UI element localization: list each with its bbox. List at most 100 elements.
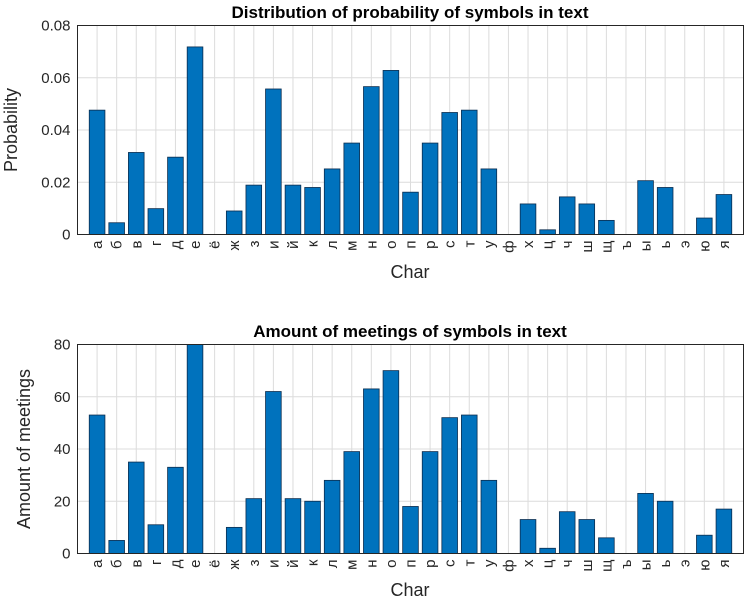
x-tick-label: в [128, 240, 145, 248]
x-tick-label: я [716, 560, 733, 568]
x-tick-label: м [344, 241, 361, 251]
x-tick-label: к [305, 559, 322, 566]
bar-ь [656, 187, 674, 235]
x-tick-label: ф [500, 560, 517, 572]
x-tick-label: ы [638, 560, 655, 571]
x-tick-label: е [187, 241, 204, 249]
x-tick-label: а [89, 240, 106, 249]
x-tick-label: з [246, 559, 263, 566]
bar-ь [656, 500, 674, 554]
x-tick-label: ш [579, 560, 596, 572]
x-axis-label: Char [390, 580, 429, 600]
x-tick-label: с [442, 559, 459, 567]
x-tick-label: з [246, 240, 263, 247]
bar-з [245, 184, 263, 235]
bar-х [519, 519, 537, 554]
y-tick-label: 20 [54, 493, 71, 510]
x-tick-label: у [481, 240, 498, 248]
bar-е [186, 46, 204, 235]
x-tick-label: л [324, 241, 341, 250]
x-tick-label: э [677, 559, 694, 567]
x-tick-label: у [481, 559, 498, 567]
x-tick-label: д [167, 240, 184, 249]
bar-н [363, 86, 380, 235]
x-tick-label: ж [226, 241, 243, 251]
bar-щ [598, 219, 615, 235]
bar-а [88, 414, 106, 554]
bar-м [343, 142, 360, 235]
x-tick-label: ф [500, 241, 517, 253]
x-tick-label: р [422, 241, 439, 249]
y-tick-label: 80 [54, 337, 71, 354]
x-tick-label: и [265, 560, 282, 568]
x-tick-label: г [148, 559, 165, 565]
x-tick-label: ц [540, 240, 557, 249]
x-tick-label: к [305, 240, 322, 247]
y-tick-label: 0 [62, 546, 70, 563]
x-tick-label: ч [559, 241, 576, 249]
x-tick-label: ц [540, 559, 557, 568]
bars [88, 344, 733, 554]
x-tick-label: ш [579, 241, 596, 253]
y-axis-label: Probability [1, 88, 21, 172]
bar-д [167, 466, 184, 554]
bar-м [343, 451, 360, 554]
probability-chart: Distribution of probability of symbols i… [1, 3, 744, 282]
bar-ш [578, 519, 596, 554]
bar-ч [558, 511, 576, 554]
x-tick-label: ю [696, 560, 713, 571]
y-tick-labels: 0 20 40 60 80 [54, 337, 71, 563]
x-tick-label: ь [657, 559, 674, 567]
x-tick-label: ы [638, 241, 655, 252]
x-tick-label: б [109, 560, 126, 569]
x-axis-label: Char [390, 262, 429, 282]
x-tick-label: х [520, 240, 537, 248]
x-tick-label: т [461, 559, 478, 566]
bar-и [265, 391, 282, 554]
bar-н [363, 388, 380, 554]
x-tick-label: ч [559, 560, 576, 568]
bar-ч [558, 196, 576, 235]
bar-ж [225, 210, 243, 235]
bar-п [402, 506, 419, 554]
bar-т [461, 109, 478, 235]
x-tick-label: н [363, 241, 380, 249]
bar-ю [696, 217, 713, 235]
x-tick-label: т [461, 240, 478, 247]
y-tick-label: 0.02 [41, 174, 70, 191]
bar-т [461, 414, 478, 554]
bar-й [284, 498, 302, 554]
chart-title: Amount of meetings of symbols in text [253, 322, 567, 341]
bar-я [715, 194, 733, 235]
bar-к [304, 187, 321, 235]
y-axis-label: Amount of meetings [14, 369, 34, 529]
x-tick-label: п [403, 241, 420, 249]
bar-о [382, 370, 400, 554]
x-tick-label: г [148, 240, 165, 246]
bar-й [284, 184, 302, 235]
bar-з [245, 498, 263, 554]
x-tick-label: л [324, 560, 341, 569]
x-tick-label: п [403, 560, 420, 568]
bar-ш [578, 203, 596, 235]
bars [88, 46, 733, 235]
bar-я [715, 508, 733, 554]
bar-а [88, 109, 106, 235]
meetings-chart: Amount of meetings of symbols in text 0 2… [14, 322, 744, 600]
x-tick-label: ё [207, 560, 224, 568]
bar-ж [225, 526, 243, 554]
bar-р [421, 451, 439, 554]
x-tick-label: б [109, 241, 126, 250]
plot-area [77, 25, 744, 235]
bar-д [167, 156, 184, 235]
y-tick-label: 0 [62, 227, 70, 244]
bar-у [480, 168, 498, 235]
y-tick-label: 60 [54, 389, 71, 406]
x-tick-label: а [89, 559, 106, 568]
bar-в [128, 461, 145, 554]
x-tick-label: ъ [618, 241, 635, 250]
y-tick-labels: 0 0.02 0.04 0.06 0.08 [41, 18, 70, 244]
